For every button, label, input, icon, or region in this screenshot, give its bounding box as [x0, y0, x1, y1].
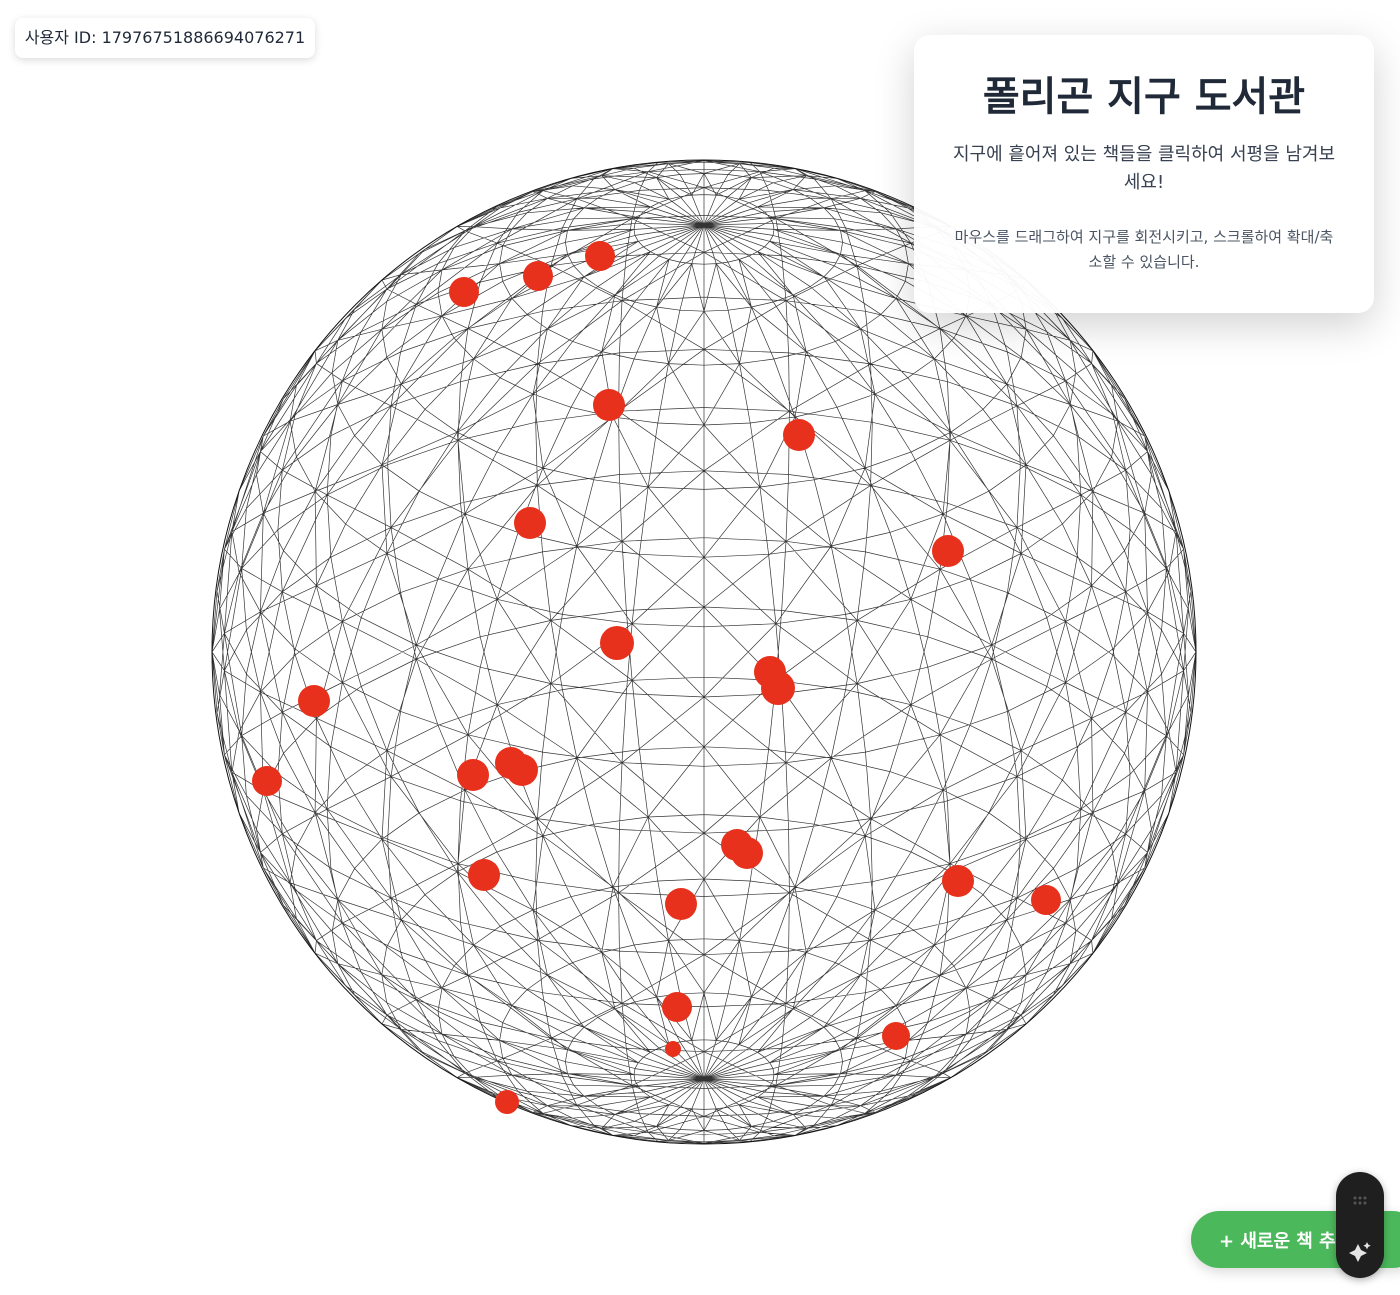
book-marker[interactable]	[731, 837, 763, 869]
book-marker[interactable]	[468, 859, 500, 891]
panel-hint: 마우스를 드래그하여 지구를 회전시키고, 스크롤하여 확대/축소할 수 있습니…	[954, 228, 1334, 271]
info-panel: 폴리곤 지구 도서관 지구에 흩어져 있는 책들을 클릭하여 서평을 남겨보세요…	[914, 35, 1374, 313]
book-marker[interactable]	[457, 759, 489, 791]
book-marker[interactable]	[665, 1041, 681, 1057]
globe-outline	[211, 159, 1197, 1145]
book-marker[interactable]	[495, 1090, 519, 1114]
book-marker[interactable]	[783, 419, 815, 451]
panel-description: 지구에 흩어져 있는 책들을 클릭하여 서평을 남겨보세요!	[952, 144, 1336, 193]
globe-wireframe	[211, 160, 1197, 1144]
book-marker[interactable]	[942, 865, 974, 897]
book-marker[interactable]	[523, 261, 553, 291]
book-marker[interactable]	[662, 992, 692, 1022]
book-marker[interactable]	[514, 507, 546, 539]
floating-toolbar[interactable]	[1336, 1172, 1384, 1278]
book-marker[interactable]	[761, 671, 795, 705]
book-marker[interactable]	[252, 766, 282, 796]
book-marker[interactable]	[593, 389, 625, 421]
book-marker[interactable]	[932, 535, 964, 567]
user-id-badge: 사용자 ID: 17976751886694076271	[15, 18, 315, 58]
book-marker[interactable]	[1031, 885, 1061, 915]
book-marker[interactable]	[585, 241, 615, 271]
toolbar-icons	[1349, 1196, 1371, 1262]
panel-title: 폴리곤 지구 도서관	[982, 74, 1306, 120]
book-marker[interactable]	[449, 277, 479, 307]
book-marker[interactable]	[298, 685, 330, 717]
book-marker[interactable]	[665, 888, 697, 920]
book-marker[interactable]	[882, 1022, 910, 1050]
book-marker[interactable]	[506, 754, 538, 786]
book-marker[interactable]	[600, 626, 634, 660]
